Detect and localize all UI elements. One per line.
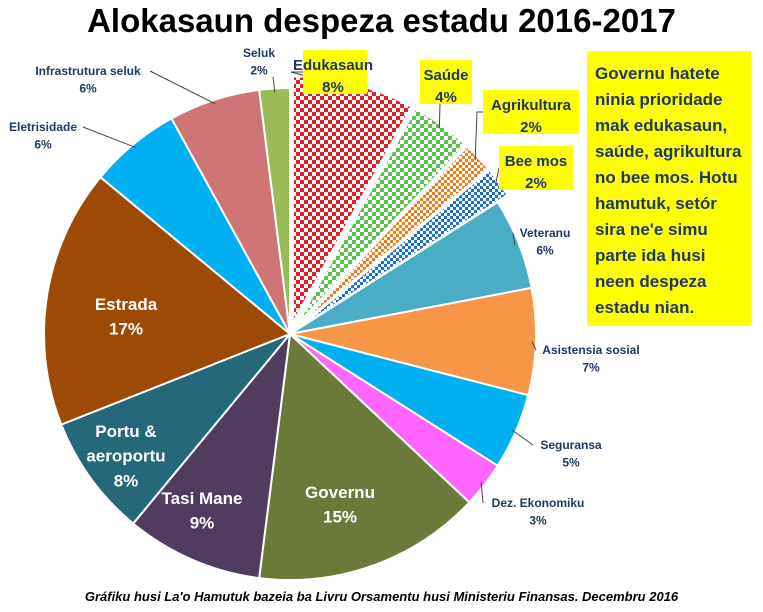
slice-value-label: 7% <box>582 360 600 374</box>
pie-slice-estrada <box>43 175 292 426</box>
slice-value-label: 6% <box>34 137 52 151</box>
slice-name-label: Asistensia sosial <box>542 343 639 357</box>
leader-line <box>272 76 276 93</box>
slice-value-label: 2% <box>525 175 547 192</box>
slice-name-label: Infrastrutura seluk <box>35 64 141 78</box>
slice-name-label: Portu & <box>95 422 156 441</box>
slice-value-label: 4% <box>435 89 457 106</box>
pie-slice-agrikultura <box>298 145 490 327</box>
leader-line <box>531 341 537 351</box>
slice-value-label: 5% <box>562 455 580 469</box>
pie-slice-bee-mos <box>299 168 509 328</box>
label-box <box>499 146 573 190</box>
leader-line <box>82 126 136 149</box>
slice-value-label: 2% <box>520 119 542 136</box>
slice-value-label: 8% <box>114 471 139 490</box>
pie-slice-governu <box>258 331 471 581</box>
leader-line <box>512 232 516 245</box>
slice-value-label: 8% <box>322 79 344 96</box>
slice-value-label: 9% <box>190 514 215 533</box>
chart-title: Alokasaun despeza estadu 2016-2017 <box>87 2 676 39</box>
slice-value-label: 15% <box>323 508 357 527</box>
label-box <box>420 60 472 104</box>
slice-name-label: Bee mos <box>505 153 568 170</box>
slice-name-label: Governu <box>305 483 375 502</box>
pie-slice-portu-aeroportu <box>59 333 291 525</box>
slice-name-label: Tasi Mane <box>162 489 243 508</box>
slice-name-label: Seluk <box>243 46 275 60</box>
pie-slice-tasi-mane <box>131 330 292 580</box>
source-note: Gráfiku husi La'o Hamutuk bazeia ba Livr… <box>84 589 679 604</box>
pie-slice-sa-de <box>296 107 467 325</box>
pie-slice-asistensia-sosial <box>289 286 537 397</box>
label-box <box>303 50 367 94</box>
leader-line <box>438 103 441 129</box>
slice-name-label: Saúde <box>423 67 468 84</box>
note-box: Governu hatete ninia prioridade mak eduk… <box>587 51 751 326</box>
label-box <box>483 90 579 134</box>
leader-line <box>511 429 534 446</box>
slice-name-label: Eletrisidade <box>9 120 77 134</box>
leader-line <box>149 70 216 105</box>
slice-value-label: 6% <box>79 81 97 95</box>
slice-value-label: 3% <box>529 513 547 527</box>
leader-line <box>474 111 483 161</box>
slice-name-label: Dez. Ekonomiku <box>492 496 585 510</box>
slice-value-label: 17% <box>109 320 143 339</box>
leader-line <box>495 167 500 185</box>
slice-name-label: aeroportu <box>86 447 165 466</box>
slice-name-label: Seguransa <box>540 438 602 452</box>
slice-name-label: Agrikultura <box>491 97 572 114</box>
slice-value-label: 2% <box>250 63 268 77</box>
slice-value-label: 6% <box>536 243 554 257</box>
leader-line <box>480 482 484 504</box>
slice-name-label: Veteranu <box>520 226 571 240</box>
slice-name-label: Estrada <box>95 295 158 314</box>
slice-name-label: Edukasaun <box>293 57 373 74</box>
